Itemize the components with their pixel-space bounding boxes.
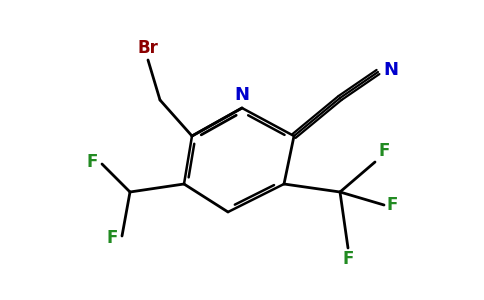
- Text: F: F: [342, 250, 354, 268]
- Text: F: F: [106, 229, 118, 247]
- Text: Br: Br: [137, 39, 158, 57]
- Text: F: F: [378, 142, 389, 160]
- Text: N: N: [235, 86, 249, 104]
- Text: F: F: [387, 196, 398, 214]
- Text: N: N: [383, 61, 398, 79]
- Text: F: F: [87, 153, 98, 171]
